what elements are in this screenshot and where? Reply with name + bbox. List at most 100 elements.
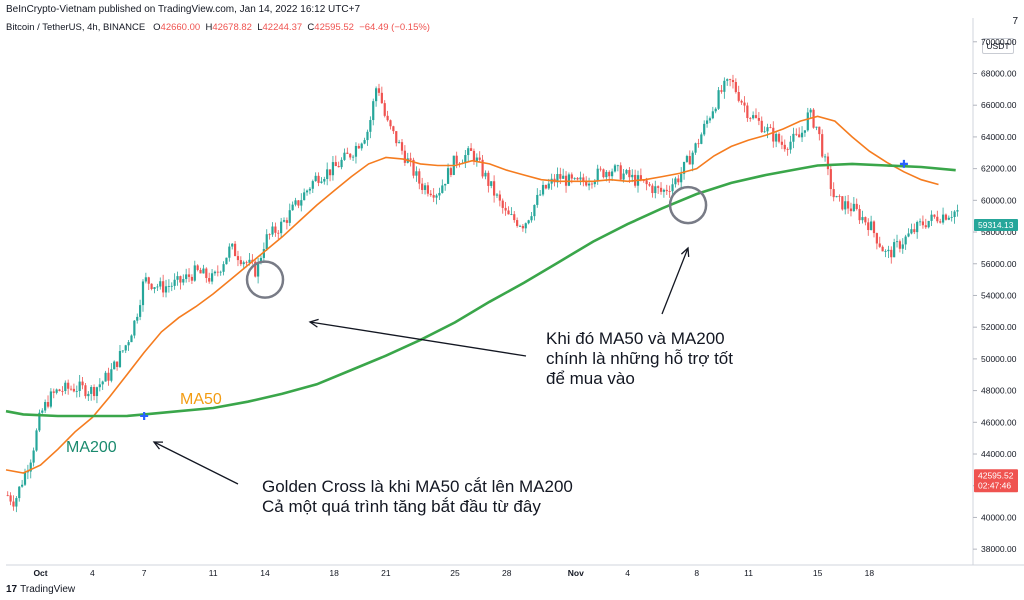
candle <box>254 260 257 278</box>
candle-body <box>890 249 893 258</box>
candle <box>369 116 372 139</box>
candle <box>107 367 110 386</box>
candle <box>297 199 300 209</box>
candle-body <box>956 210 959 212</box>
candle-body <box>12 501 15 507</box>
candle <box>12 495 15 511</box>
candle-body <box>173 279 176 286</box>
ma50-label: MA50 <box>180 391 222 408</box>
candle-body <box>484 172 487 177</box>
candle <box>858 204 861 225</box>
candle <box>121 350 124 353</box>
candle-body <box>75 391 78 392</box>
candle-body <box>835 196 838 198</box>
candle <box>375 86 378 107</box>
high-value: 42678.82 <box>212 22 252 33</box>
candle-body <box>746 105 749 119</box>
candle <box>493 175 496 203</box>
candle-body <box>501 200 504 208</box>
y-tick-label: 60000.00 <box>981 195 1017 205</box>
candle <box>274 222 277 237</box>
candle <box>49 388 52 409</box>
candle <box>760 116 763 134</box>
candle-body <box>823 156 827 158</box>
candle-body <box>403 150 406 163</box>
symbol-label[interactable]: Bitcoin / TetherUS, 4h, BINANCE <box>6 22 146 33</box>
candle <box>870 215 873 231</box>
x-tick-label: 7 <box>142 568 147 578</box>
candle <box>734 78 737 94</box>
candle <box>118 344 122 369</box>
candle <box>193 260 196 282</box>
arrow-to-ma200-circle-shaft <box>661 247 689 315</box>
candle <box>921 215 925 229</box>
arrow-to-ma50-circle-head <box>308 318 319 328</box>
candle <box>265 229 268 252</box>
candle-body <box>697 143 700 145</box>
candle <box>852 197 855 212</box>
x-tick-label: 25 <box>450 568 460 578</box>
candle-body <box>170 285 173 287</box>
candle-body <box>392 126 395 132</box>
candle-body <box>844 201 847 210</box>
candle <box>351 154 355 162</box>
candle-body <box>933 214 936 217</box>
candle-body <box>907 233 910 237</box>
candle-body <box>236 256 240 261</box>
tradingview-logo[interactable]: 17 TradingView <box>6 584 75 595</box>
candle <box>81 377 84 390</box>
candle-body <box>343 152 346 160</box>
candle-body <box>752 115 755 119</box>
candle-body <box>498 194 501 201</box>
candle-body <box>366 131 369 141</box>
candle-body <box>139 305 142 317</box>
candle <box>677 175 680 186</box>
candle <box>95 386 99 404</box>
candle <box>815 126 818 131</box>
candle-body <box>150 283 153 289</box>
candle <box>648 182 651 187</box>
candle-body <box>274 226 277 233</box>
candle <box>593 178 596 188</box>
y-tick-label: 50000.00 <box>981 354 1017 364</box>
candle <box>320 177 323 184</box>
candle <box>67 379 70 395</box>
series-line-ma50 <box>5 115 939 474</box>
candle <box>340 157 343 170</box>
open-label: O <box>153 22 161 33</box>
candle <box>6 491 9 497</box>
x-tick-label: 14 <box>260 568 270 578</box>
y-tick-label: 56000.00 <box>981 259 1017 269</box>
candle <box>849 202 853 217</box>
candle-body <box>913 229 916 233</box>
candle-body <box>734 82 737 93</box>
y-tick-label: 68000.00 <box>981 68 1017 78</box>
candle-body <box>118 350 122 367</box>
candle-body <box>35 430 38 451</box>
candle-body <box>159 281 162 287</box>
candle-body <box>780 141 784 145</box>
candle <box>786 147 789 156</box>
candle <box>268 233 271 240</box>
candle <box>798 127 801 138</box>
candle <box>754 108 758 119</box>
candle-body <box>136 316 139 321</box>
candle-body <box>613 165 617 172</box>
candle-body <box>490 181 493 186</box>
candle-body <box>127 342 130 346</box>
cross-marker <box>899 159 908 168</box>
candle <box>893 238 896 258</box>
candle-body <box>590 183 594 185</box>
candle-body <box>786 149 789 150</box>
y-tick-label: 64000.00 <box>981 132 1017 142</box>
candle-body <box>527 220 530 224</box>
candle <box>907 228 910 238</box>
candle-body <box>187 274 191 277</box>
candle-body <box>415 171 418 176</box>
ma-series <box>5 115 956 474</box>
candle <box>444 183 447 191</box>
currency-button[interactable]: USDT <box>982 38 1014 54</box>
